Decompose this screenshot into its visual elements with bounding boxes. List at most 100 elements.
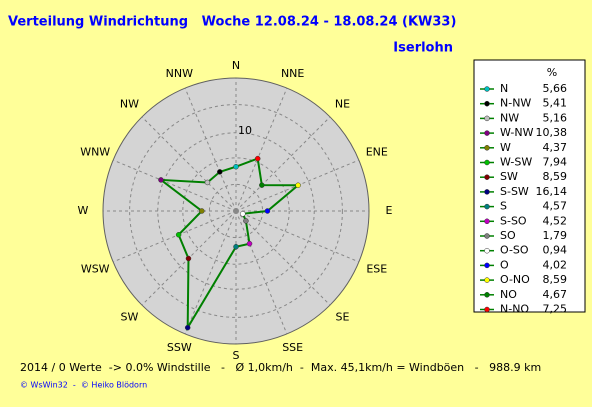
point <box>233 163 239 170</box>
direction-label: ENE <box>366 146 388 159</box>
legend-value: 4,52 <box>543 214 568 227</box>
legend-marker <box>484 262 490 269</box>
legend-label: O-NO <box>500 273 530 286</box>
direction-label: S <box>233 349 240 362</box>
point <box>217 169 223 175</box>
legend-label: N-NO <box>500 303 529 316</box>
point <box>254 155 261 162</box>
direction-label: ESE <box>366 262 387 275</box>
legend-marker <box>484 189 490 195</box>
legend-value: 10,38 <box>536 126 568 139</box>
ring <box>129 104 343 318</box>
point <box>184 324 191 331</box>
footer: 2014 / 0 Werte -> 0.0% Windstille - Ø 1,… <box>20 361 541 374</box>
point <box>259 182 265 188</box>
chart-subtitle: Iserlohn <box>393 41 453 56</box>
legend-label: NO <box>500 288 517 301</box>
legend-marker <box>484 247 490 254</box>
spoke <box>112 210 237 263</box>
legend-value: 5,16 <box>543 111 568 124</box>
point <box>158 177 164 183</box>
legend-marker <box>484 233 490 239</box>
legend-value: 4,37 <box>543 141 568 154</box>
legend-marker <box>484 100 490 107</box>
direction-label: SE <box>336 311 350 324</box>
legend-marker <box>484 292 490 298</box>
legend-marker <box>484 218 490 225</box>
legend-marker <box>484 159 490 166</box>
spoke <box>235 116 331 212</box>
legend-label: N-NW <box>500 97 531 110</box>
legend-marker <box>484 306 490 313</box>
chart-title: Verteilung Windrichtung Woche 12.08.24 -… <box>8 15 456 30</box>
ring <box>182 157 290 265</box>
legend-title: % <box>547 66 557 79</box>
direction-label: SSW <box>167 341 192 354</box>
point <box>264 208 271 214</box>
legend-label: O <box>500 258 509 271</box>
legend-marker <box>484 277 490 283</box>
legend-value: 5,41 <box>543 97 568 110</box>
point <box>175 232 182 238</box>
legend-label: SW <box>500 170 518 183</box>
point <box>204 179 211 186</box>
legend-label: W <box>500 141 511 154</box>
legend-marker <box>484 86 490 92</box>
legend-value: 5,66 <box>543 82 568 95</box>
legend-value: 7,94 <box>543 156 568 169</box>
point <box>246 240 253 247</box>
point <box>199 208 205 214</box>
legend-label: S-SW <box>500 185 529 198</box>
legend-box <box>473 59 586 313</box>
direction-label: SSE <box>282 341 303 354</box>
legend-value: 4,57 <box>543 200 568 213</box>
legend-label: S <box>500 200 507 213</box>
tick-label: 10 <box>238 124 252 137</box>
credit: © WsWin32 - © Heiko Blödorn <box>20 381 147 390</box>
legend-value: 1,79 <box>543 229 568 242</box>
spoke <box>141 116 237 212</box>
spoke <box>235 210 331 306</box>
direction-label: N <box>232 59 240 72</box>
legend-marker <box>484 174 490 180</box>
direction-label: NNE <box>281 67 304 80</box>
point <box>240 211 246 217</box>
legend-label: N <box>500 82 508 95</box>
spoke <box>184 210 237 335</box>
legend-value: 4,02 <box>543 258 568 271</box>
point <box>295 182 301 189</box>
point <box>185 255 192 262</box>
legend-value: 4,67 <box>543 288 568 301</box>
direction-label: W <box>78 204 89 217</box>
legend-label: S-SO <box>500 214 527 227</box>
legend-label: W-SW <box>500 156 532 169</box>
legend-label: SO <box>500 229 516 242</box>
legend-marker <box>484 130 490 136</box>
legend-label: NW <box>500 111 519 124</box>
direction-label: WNW <box>80 146 110 159</box>
spoke <box>235 87 288 212</box>
legend-marker <box>484 203 490 210</box>
spoke <box>235 210 360 263</box>
direction-label: SW <box>121 311 139 324</box>
direction-label: WSW <box>81 262 110 275</box>
point <box>243 218 249 224</box>
legend-value: 16,14 <box>536 185 568 198</box>
legend-value: 7,25 <box>543 303 568 316</box>
direction-label: NE <box>335 97 350 110</box>
legend-marker <box>484 115 490 122</box>
legend-label: W-NW <box>500 126 534 139</box>
direction-label: E <box>386 204 393 217</box>
spoke <box>235 210 288 335</box>
direction-label: NW <box>120 97 139 110</box>
point <box>233 244 239 250</box>
legend-value: 8,59 <box>543 170 568 183</box>
legend-value: 8,59 <box>543 273 568 286</box>
direction-label: NNW <box>166 67 193 80</box>
legend-marker <box>484 145 490 151</box>
spoke <box>184 87 237 212</box>
legend-label: O-SO <box>500 244 529 257</box>
spoke <box>112 159 237 212</box>
legend-value: 0,94 <box>543 244 568 257</box>
